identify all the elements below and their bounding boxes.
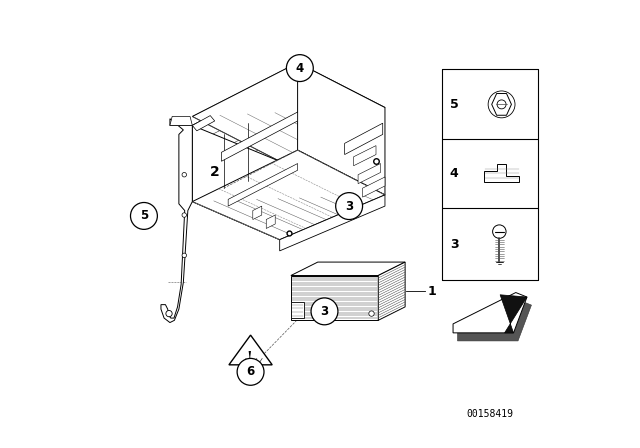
Text: 3: 3 [321,305,328,318]
Polygon shape [453,293,527,333]
Polygon shape [484,164,520,182]
Text: 3: 3 [345,199,353,213]
Circle shape [182,213,186,217]
Text: 4: 4 [450,167,459,180]
Circle shape [182,253,186,258]
Polygon shape [192,72,298,202]
Polygon shape [291,276,378,320]
Polygon shape [298,63,385,195]
Circle shape [493,225,506,238]
Circle shape [131,202,157,229]
Circle shape [166,310,172,317]
Text: 1: 1 [428,284,436,298]
Circle shape [497,100,506,109]
Polygon shape [192,150,385,240]
Polygon shape [353,146,376,166]
Circle shape [369,311,374,316]
Circle shape [237,358,264,385]
Polygon shape [170,116,192,125]
Polygon shape [345,123,383,155]
Polygon shape [192,125,280,240]
Polygon shape [221,112,298,161]
Polygon shape [291,302,305,318]
Polygon shape [358,164,380,184]
Circle shape [336,193,362,220]
Polygon shape [280,195,385,251]
Text: 2: 2 [210,165,220,180]
Text: !: ! [247,351,252,364]
Polygon shape [458,301,531,341]
Text: 4: 4 [296,61,304,75]
Polygon shape [378,262,405,320]
Text: 5: 5 [140,209,148,223]
Text: 5: 5 [450,98,459,111]
Polygon shape [291,262,405,276]
Text: 00158419: 00158419 [467,409,513,419]
Circle shape [182,172,186,177]
Polygon shape [266,215,275,228]
Polygon shape [228,164,298,206]
Polygon shape [161,119,192,323]
Polygon shape [192,116,215,131]
Polygon shape [229,335,272,365]
Polygon shape [253,206,262,220]
Polygon shape [500,295,527,333]
Polygon shape [492,94,511,115]
Text: 6: 6 [246,365,255,379]
Polygon shape [192,63,385,161]
Text: 3: 3 [450,237,458,251]
Polygon shape [362,177,385,197]
Circle shape [287,55,314,82]
Circle shape [311,298,338,325]
